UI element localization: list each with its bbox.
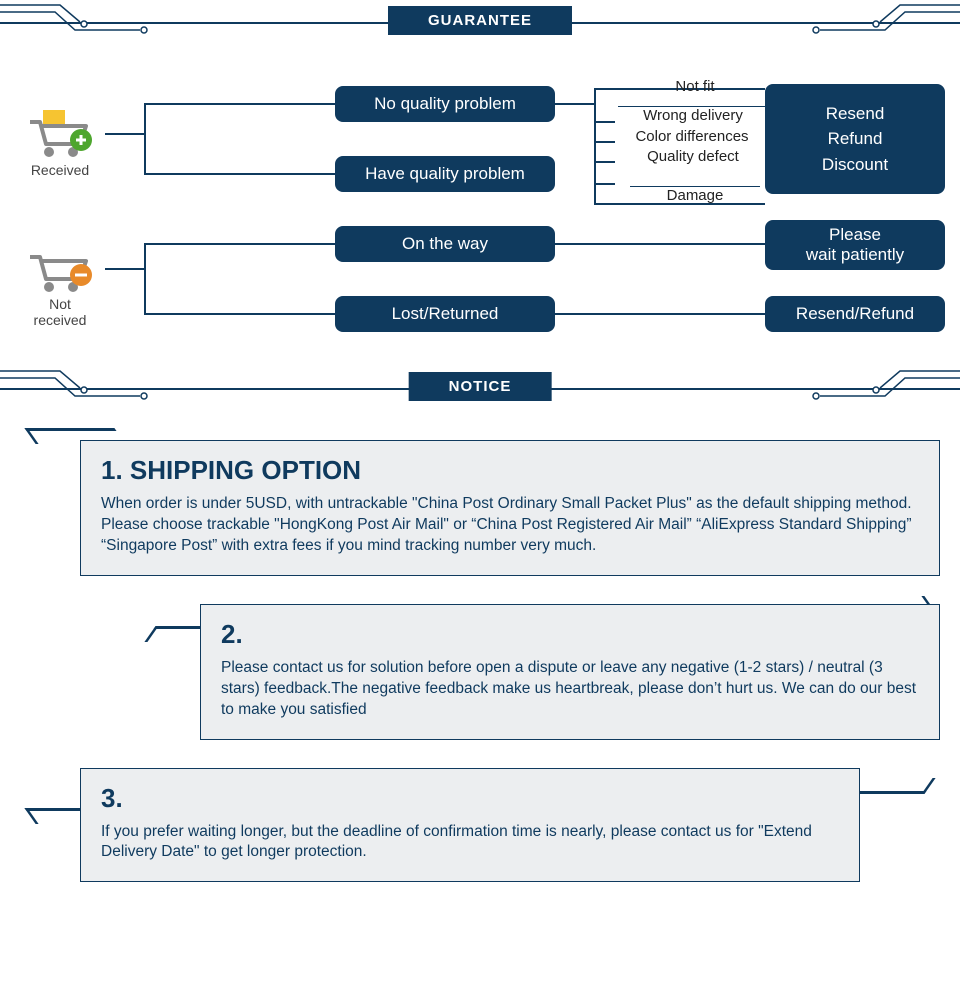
pill-wait: Please wait patiently [765,220,945,270]
circuit-decoration-left [0,366,190,406]
circuit-decoration-right [770,366,960,406]
outcome-refund: Refund [828,129,883,149]
outcome-resend: Resend [826,104,885,124]
notice2-body: Please contact us for solution before op… [221,658,919,721]
notice-title: NOTICE [409,372,552,401]
branch-damage: Damage [630,186,760,206]
notice1-title: 1. SHIPPING OPTION [101,455,919,486]
pill-lost-returned: Lost/Returned [335,296,555,332]
pill-have-quality: Have quality problem [335,156,555,192]
outcome-discount: Discount [822,155,888,175]
notice3-body: If you prefer waiting longer, but the de… [101,822,839,864]
notice-box-1: 1. SHIPPING OPTION When order is under 5… [80,440,940,576]
guarantee-title: GUARANTEE [388,6,572,35]
branch-color-diff: Color differences [612,128,772,147]
pill-on-the-way: On the way [335,226,555,262]
pill-outcomes: Resend Refund Discount [765,84,945,194]
branch-quality-defect: Quality defect [618,148,768,167]
circuit-decoration-left [0,0,190,40]
notice-box-3: 3. If you prefer waiting longer, but the… [80,768,860,883]
notice-header: NOTICE [0,366,960,406]
notice-section: 1. SHIPPING OPTION When order is under 5… [0,410,960,930]
notice-box-2: 2. Please contact us for solution before… [200,604,940,740]
notice3-title: 3. [101,783,839,814]
notice1-body: When order is under 5USD, with untrackab… [101,494,919,557]
notice2-title: 2. [221,619,919,650]
circuit-decoration-right [770,0,960,40]
branch-wrong-delivery: Wrong delivery [618,106,768,126]
pill-no-quality: No quality problem [335,86,555,122]
guarantee-flowchart: Received Not received No q [0,44,960,344]
branch-not-fit: Not fit [625,78,765,97]
guarantee-header: GUARANTEE [0,0,960,40]
pill-resend-refund: Resend/Refund [765,296,945,332]
